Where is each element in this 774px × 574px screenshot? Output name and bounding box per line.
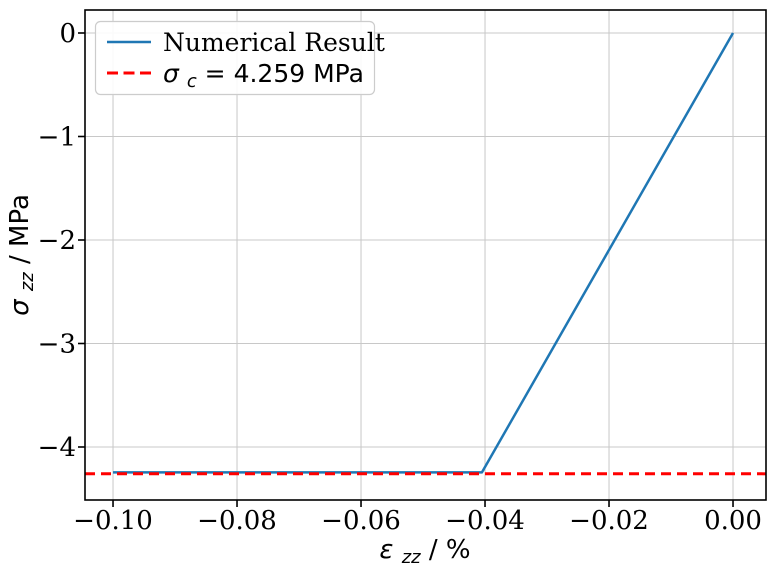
y-tick-label: 0 — [59, 19, 76, 49]
x-tick-label: −0.10 — [73, 506, 153, 536]
y-tick-label: −4 — [38, 433, 76, 463]
numerical-result-line — [113, 32, 735, 474]
x-axis-label-unit: / % — [429, 535, 471, 565]
ticks-layer — [78, 32, 734, 507]
y-axis-label: σ zz / MPa — [5, 194, 40, 316]
legend-label-numerical-result: Numerical Result — [163, 28, 385, 57]
y-axis-label-subscript: zz — [17, 272, 38, 292]
x-axis-label: ε zz / % — [379, 535, 470, 570]
x-axis-label-subscript: zz — [401, 547, 421, 568]
x-tick-label: 0.00 — [704, 506, 762, 536]
y-axis-label-unit: / MPa — [5, 194, 35, 264]
y-tick-label: −1 — [38, 122, 76, 152]
x-axis-label-symbol: ε — [379, 535, 393, 565]
legend-box — [94, 20, 376, 96]
y-tick-label: −3 — [38, 329, 76, 359]
legend-sigma-symbol: σ — [163, 59, 180, 88]
x-tick-label: −0.04 — [445, 506, 525, 536]
legend-sigma-value: = 4.259 MPa — [205, 59, 364, 88]
tick-labels-layer: −0.10 −0.08 −0.06 −0.04 −0.02 0.00 0 −1 −2 −3 −4 — [38, 19, 762, 536]
axes-frame — [84, 9, 767, 501]
legend: Numerical Result σ c = 4.259 MPa — [94, 20, 385, 96]
y-axis-label-symbol: σ — [5, 298, 35, 316]
legend-label-sigma-c: σ c = 4.259 MPa — [163, 59, 364, 93]
x-tick-label: −0.08 — [197, 506, 277, 536]
y-tick-label: −2 — [38, 226, 76, 256]
x-tick-label: −0.02 — [569, 506, 649, 536]
x-tick-label: −0.06 — [321, 506, 401, 536]
series-layer — [85, 32, 766, 476]
legend-sigma-subscript: c — [187, 71, 197, 92]
